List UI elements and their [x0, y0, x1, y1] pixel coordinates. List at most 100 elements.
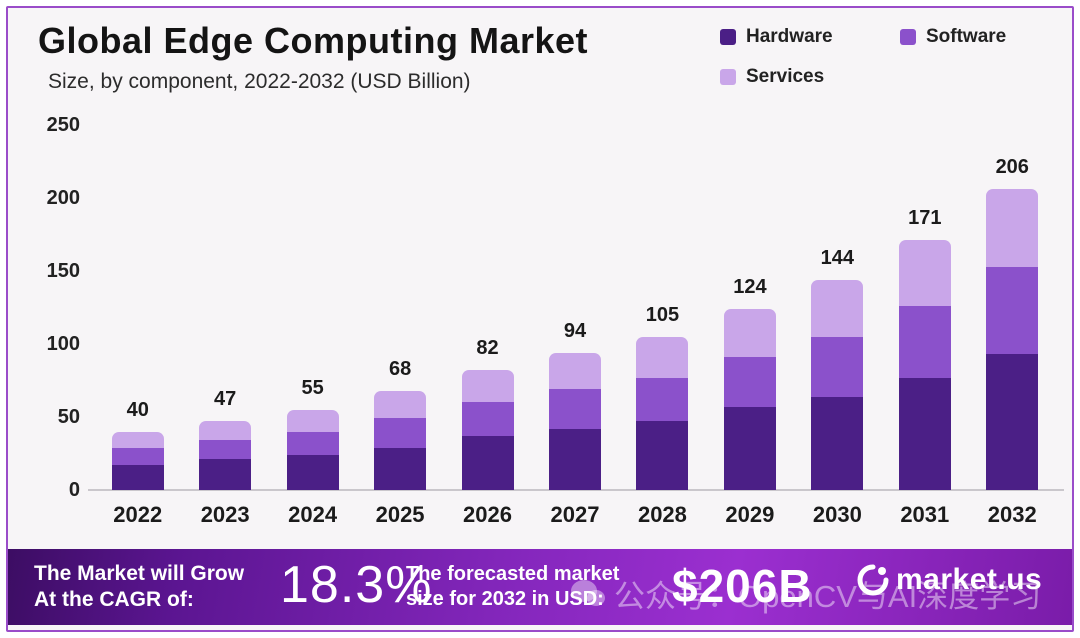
x-tick-2023: 2023 — [200, 502, 250, 527]
bar-segment-services — [723, 308, 776, 358]
bar-value-label: 47 — [214, 388, 237, 411]
legend-item-software: Software — [900, 26, 1080, 48]
page-title: Global Edge Computing Market — [38, 20, 589, 61]
y-axis: 0 50 100 150 200 250 — [22, 114, 80, 501]
bar-group-2022: 40 2022 — [94, 125, 181, 527]
bar-segment-services — [199, 421, 252, 441]
stacked-bar-2030 — [811, 279, 864, 490]
bar-segment-hardware — [548, 428, 601, 490]
plot-area: 40 2022 47 2023 55 2024 68 2025 82 2026 94 2027 105 2… — [94, 125, 1056, 527]
bar-segment-software — [898, 306, 951, 378]
cagr-value: 18.3% — [280, 556, 433, 614]
bar-value-label: 124 — [733, 275, 767, 298]
stacked-bar-2028 — [636, 336, 689, 490]
bar-segment-software — [811, 336, 864, 397]
x-tick-2024: 2024 — [288, 502, 338, 527]
bar-segment-hardware — [111, 465, 164, 490]
bar-segment-hardware — [286, 454, 339, 490]
bar-segment-software — [111, 447, 164, 466]
stacked-bar-2032 — [986, 189, 1039, 490]
bar-value-label: 55 — [301, 376, 324, 399]
legend-item-services: Services — [720, 66, 900, 88]
bar-segment-software — [723, 357, 776, 407]
x-tick-2028: 2028 — [637, 502, 687, 527]
x-tick-2025: 2025 — [375, 502, 425, 527]
bar-segment-software — [286, 431, 339, 455]
bar-segment-hardware — [986, 354, 1039, 490]
forecast-label: The forecasted market size for 2032 in U… — [406, 562, 619, 612]
cagr-label: The Market will Grow At the CAGR of: — [34, 561, 244, 613]
brand-name: market.us — [896, 563, 1043, 596]
x-tick-2032: 2032 — [987, 502, 1037, 527]
bar-segment-hardware — [723, 406, 776, 490]
forecast-label-line1: The forecasted market — [406, 563, 620, 585]
bar-value-label: 144 — [820, 246, 855, 269]
forecast-value: $206B — [672, 560, 813, 612]
stacked-bar-2031 — [898, 240, 951, 490]
x-tick-2030: 2030 — [812, 502, 862, 527]
bar-segment-hardware — [199, 459, 252, 490]
bar-value-label: 68 — [388, 357, 412, 380]
bar-segment-hardware — [898, 377, 951, 490]
stacked-bar-2025 — [374, 390, 427, 490]
x-tick-2029: 2029 — [725, 502, 775, 527]
forecast-label-line2: size for 2032 in USD: — [406, 588, 604, 610]
bar-group-2028: 105 2028 — [619, 125, 706, 527]
legend-swatch-software — [900, 29, 916, 45]
bar-segment-software — [199, 440, 252, 460]
y-tick-50: 50 — [57, 406, 80, 428]
cagr-label-line1: The Market will Grow — [34, 562, 245, 585]
bar-segment-services — [286, 409, 339, 432]
stacked-bar-2023 — [199, 421, 252, 490]
bar-group-2032: 206 2032 — [969, 125, 1056, 527]
stacked-bar-2027 — [548, 352, 601, 490]
legend-label: Hardware — [746, 26, 833, 47]
bar-value-label: 82 — [476, 337, 499, 360]
y-tick-150: 150 — [46, 260, 80, 282]
bar-value-label: 206 — [995, 156, 1029, 179]
page-subtitle: Size, by component, 2022-2032 (USD Billi… — [48, 70, 471, 93]
y-tick-100: 100 — [46, 333, 80, 355]
x-tick-2027: 2027 — [550, 502, 600, 527]
bar-segment-hardware — [811, 396, 864, 490]
chart-card: Global Edge Computing Market Size, by co… — [6, 6, 1074, 632]
bar-value-label: 94 — [563, 319, 587, 342]
x-tick-2026: 2026 — [463, 502, 513, 527]
bar-segment-hardware — [636, 421, 689, 490]
bar-segment-services — [548, 352, 601, 390]
bar-segment-hardware — [374, 447, 427, 490]
bar-value-label: 171 — [908, 207, 942, 230]
bar-segment-software — [461, 402, 514, 436]
y-tick-0: 0 — [68, 479, 80, 501]
bar-group-2027: 94 2027 — [531, 125, 618, 527]
stacked-bar-2029 — [723, 308, 776, 490]
bar-segment-software — [374, 418, 427, 448]
bar-segment-software — [636, 377, 689, 422]
bar-segment-hardware — [461, 435, 514, 490]
market-us-logo-icon — [856, 563, 890, 597]
bar-segment-services — [898, 240, 951, 307]
bar-group-2024: 55 2024 — [269, 125, 356, 527]
bar-group-2026: 82 2026 — [444, 125, 531, 527]
stacked-bar-2022 — [111, 431, 164, 490]
x-tick-2031: 2031 — [900, 502, 950, 527]
legend-label: Software — [926, 26, 1007, 47]
bar-segment-services — [374, 390, 427, 419]
legend-label: Services — [746, 66, 825, 87]
brand-logo: market.us — [856, 563, 1042, 597]
bar-segment-software — [986, 266, 1039, 355]
legend: Hardware Software Services — [720, 26, 1080, 88]
stacked-bar-2026 — [461, 370, 514, 490]
y-tick-200: 200 — [46, 187, 80, 209]
bar-segment-services — [111, 431, 164, 448]
bar-group-2025: 68 2025 — [356, 125, 443, 527]
bar-segment-services — [636, 336, 689, 378]
bar-segment-services — [461, 370, 514, 403]
cagr-label-line2: At the CAGR of: — [34, 588, 194, 611]
bar-segment-software — [548, 389, 601, 429]
bar-value-label: 40 — [126, 398, 149, 421]
bar-segment-services — [986, 189, 1039, 267]
legend-item-hardware: Hardware — [720, 26, 900, 48]
stacked-bar-2024 — [286, 409, 339, 490]
legend-swatch-services — [720, 69, 736, 85]
